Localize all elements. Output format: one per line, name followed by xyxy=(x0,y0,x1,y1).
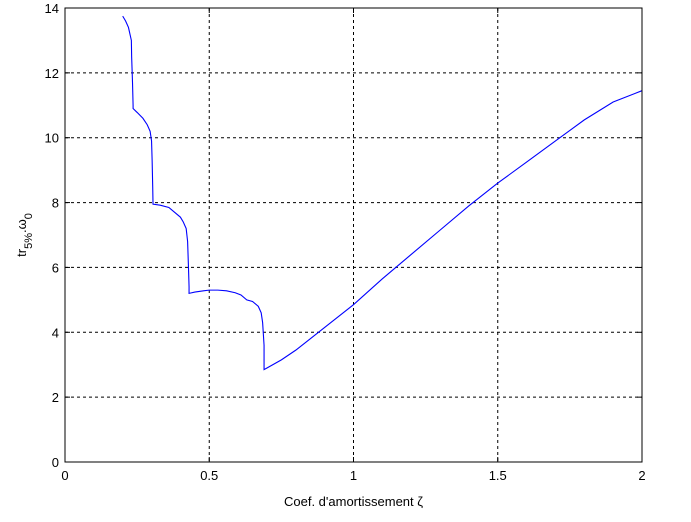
y-tick-label: 2 xyxy=(52,390,59,405)
x-axis-label: Coef. d'amortissement ζ xyxy=(284,494,423,509)
y-tick-label: 10 xyxy=(45,131,59,146)
y-tick-label: 6 xyxy=(52,260,59,275)
y-axis-label-sub1: 5% xyxy=(23,233,35,249)
y-tick-label: 4 xyxy=(52,325,59,340)
y-tick-label: 12 xyxy=(45,66,59,81)
y-tick-label: 8 xyxy=(52,196,59,211)
grid-lines xyxy=(65,8,642,462)
y-axis-label: tr5%.ω0 xyxy=(14,213,35,257)
x-tick-label: 2 xyxy=(638,468,645,483)
y-axis-label-mid: .ω xyxy=(14,219,29,233)
x-tick-label: 1.5 xyxy=(489,468,507,483)
y-tick-label: 0 xyxy=(52,455,59,470)
x-tick-label: 0.5 xyxy=(200,468,218,483)
y-axis-label-sub2: 0 xyxy=(23,213,35,219)
y-axis-label-base: tr xyxy=(14,248,29,257)
x-tick-label: 0 xyxy=(61,468,68,483)
series-line xyxy=(122,15,643,371)
axis-ticks: 0 0.5 1 1.5 2 0 2 4 6 8 10 12 14 xyxy=(45,1,646,483)
x-tick-label: 1 xyxy=(350,468,357,483)
y-tick-label: 14 xyxy=(45,1,59,16)
